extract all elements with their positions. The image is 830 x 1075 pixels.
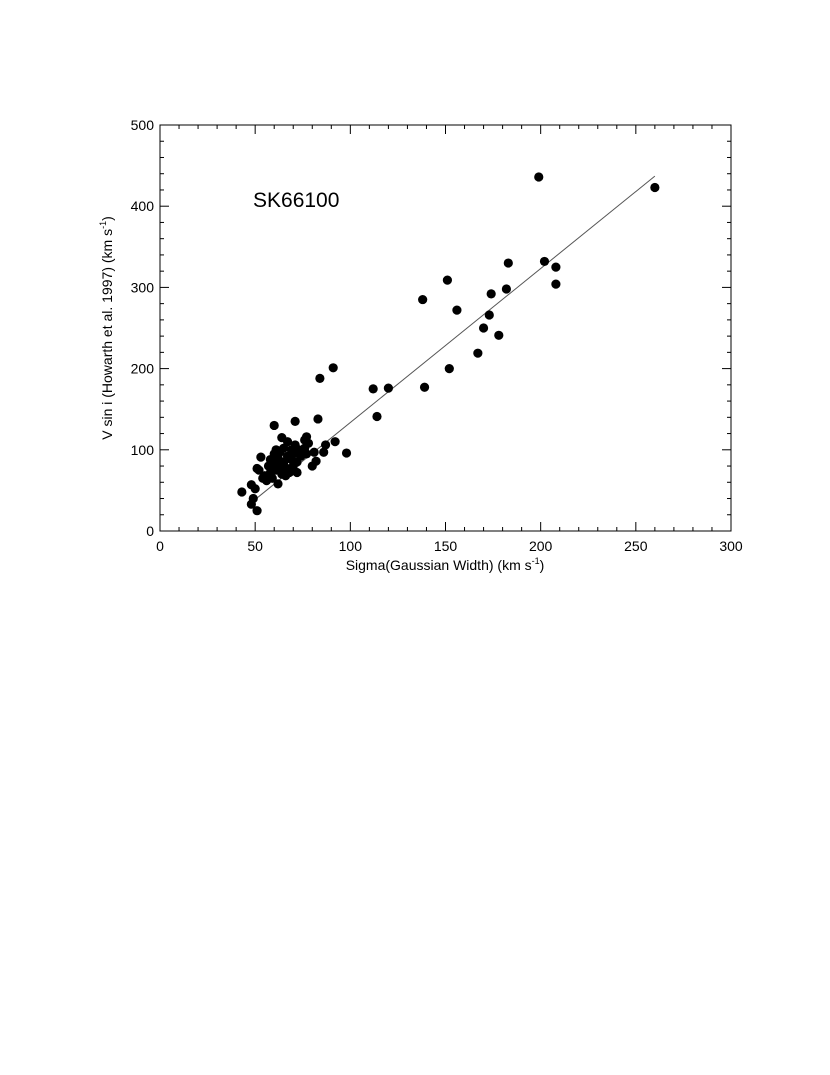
- data-point: [551, 262, 561, 272]
- x-tick-label: 250: [624, 538, 648, 554]
- data-point: [315, 373, 325, 383]
- data-point: [328, 363, 338, 373]
- data-point: [330, 437, 340, 447]
- data-point: [248, 493, 258, 504]
- y-tick-label: 400: [131, 198, 155, 214]
- data-point: [419, 382, 430, 392]
- data-point: [372, 411, 382, 422]
- data-point: [256, 452, 266, 462]
- y-tick-label: 200: [131, 361, 155, 377]
- data-point: [539, 256, 550, 267]
- data-point: [473, 348, 483, 358]
- y-axis-tick-labels: 0 100 200 300 400 500: [131, 117, 155, 539]
- y-axis-label: V sin i (Howarth et al. 1997) (km s-1): [98, 216, 115, 440]
- x-axis-ticks: [159, 125, 732, 531]
- chart-annotation: SK66100: [253, 189, 339, 212]
- data-point: [267, 473, 277, 483]
- x-tick-label: 150: [434, 538, 458, 554]
- fit-line: [251, 175, 656, 503]
- data-point: [319, 447, 329, 457]
- data-point: [478, 323, 489, 333]
- y-tick-label: 100: [131, 442, 155, 458]
- data-point: [250, 484, 260, 494]
- data-point: [341, 448, 352, 458]
- data-point: [494, 330, 504, 340]
- data-point: [503, 258, 513, 268]
- data-point: [452, 305, 462, 315]
- data-point: [444, 364, 454, 374]
- data-point: [252, 506, 262, 516]
- data-point: [320, 440, 331, 450]
- data-point: [309, 447, 319, 457]
- data-point: [551, 279, 561, 289]
- data-point: [273, 479, 283, 489]
- data-point: [254, 465, 264, 475]
- y-tick-label: 0: [146, 523, 154, 539]
- data-point: [269, 420, 279, 431]
- data-point: [290, 416, 300, 426]
- data-point: [303, 438, 314, 448]
- x-tick-label: 50: [247, 538, 263, 554]
- data-point: [501, 284, 512, 294]
- data-point: [292, 467, 302, 478]
- y-tick-label: 300: [131, 279, 155, 295]
- y-axis-ticks: [160, 124, 731, 532]
- data-point: [311, 456, 321, 466]
- x-tick-label: 0: [156, 538, 164, 554]
- data-point: [383, 383, 393, 393]
- data-point: [282, 437, 293, 447]
- y-tick-label: 500: [131, 117, 155, 133]
- data-point: [442, 275, 453, 285]
- plot-frame: [159, 124, 732, 532]
- y-axis-label-superscript: -1: [98, 221, 108, 229]
- x-tick-label: 300: [719, 538, 743, 554]
- data-point: [368, 384, 378, 394]
- data-points: [237, 172, 660, 516]
- x-axis-label: Sigma(Gaussian Width) (km s-1): [346, 556, 545, 573]
- x-axis-tick-labels: 0 50 100 150 200 250 300: [156, 538, 743, 554]
- data-point: [534, 172, 544, 182]
- data-point: [301, 449, 312, 459]
- data-point: [237, 487, 247, 497]
- data-point: [484, 310, 494, 320]
- data-point: [650, 182, 660, 193]
- x-axis-label-superscript: -1: [532, 556, 540, 566]
- x-tick-label: 200: [529, 538, 553, 554]
- data-point: [486, 289, 496, 299]
- x-tick-label: 100: [339, 538, 363, 554]
- data-point: [313, 414, 323, 424]
- data-point: [418, 294, 428, 305]
